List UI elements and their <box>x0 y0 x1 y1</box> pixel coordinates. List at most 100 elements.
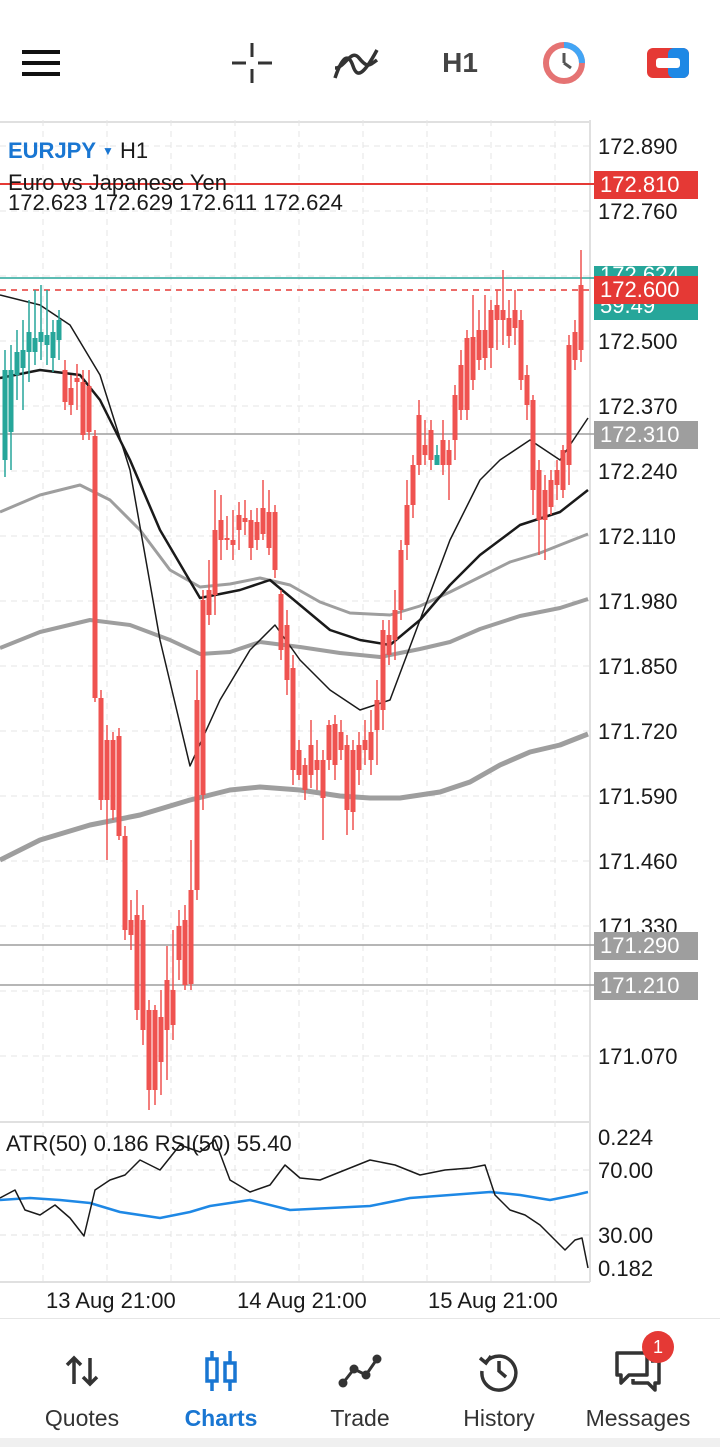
candle-body <box>506 318 512 336</box>
candle-body <box>290 668 296 770</box>
trade-icon <box>338 1347 382 1395</box>
price-tick: 172.890 <box>598 134 678 159</box>
candle-body <box>302 765 308 790</box>
candle-body <box>410 465 416 505</box>
crosshair-icon[interactable] <box>228 40 276 86</box>
candle-body <box>278 594 284 650</box>
candle-body <box>494 305 500 320</box>
candle-body <box>422 445 428 455</box>
candle-body <box>404 505 410 545</box>
nav-quotes-label: Quotes <box>44 1405 120 1431</box>
candle-body <box>500 310 506 320</box>
alert-price-tag: 172.810 <box>594 171 698 199</box>
candle-body <box>194 700 200 890</box>
candle-body <box>206 590 212 615</box>
candle-body <box>38 332 44 342</box>
home-indicator <box>0 1438 720 1447</box>
candle-body <box>542 490 548 520</box>
candle-body <box>338 732 344 750</box>
candle-body <box>92 436 98 698</box>
candle-body <box>560 450 566 490</box>
trading-clock-icon[interactable] <box>540 40 588 86</box>
candle-body <box>254 522 260 540</box>
nav-history-label: History <box>463 1405 535 1431</box>
indicator-tick: 0.182 <box>598 1256 654 1281</box>
candle-body <box>386 635 392 655</box>
time-tick: 14 Aug 21:00 <box>237 1288 367 1313</box>
candle-body <box>434 455 440 465</box>
price-tick: 172.760 <box>598 199 678 224</box>
candle-body <box>20 350 26 368</box>
history-icon <box>478 1347 520 1395</box>
price-tick: 172.110 <box>598 524 676 549</box>
nav-history[interactable]: History <box>427 1319 571 1448</box>
price-chart[interactable] <box>0 120 720 1320</box>
level-tag: 171.290 <box>594 932 698 960</box>
one-click-trading-icon[interactable] <box>644 40 692 86</box>
candle-body <box>128 920 134 935</box>
candle-body <box>44 335 50 345</box>
nav-messages[interactable]: Messages 1 <box>566 1319 710 1448</box>
candle-body <box>8 370 14 432</box>
candle-body <box>554 470 560 485</box>
candle-body <box>314 760 320 770</box>
candle-body <box>212 530 218 595</box>
notification-badge: 1 <box>642 1331 674 1363</box>
candle-body <box>176 926 182 960</box>
candle-body <box>26 332 32 352</box>
time-tick: 13 Aug 21:00 <box>46 1288 176 1313</box>
candle-body <box>536 470 542 520</box>
candle-body <box>356 745 362 770</box>
price-tick: 171.590 <box>598 784 678 809</box>
candle-body <box>326 725 332 760</box>
candle-body <box>548 480 554 507</box>
nav-trade[interactable]: Trade <box>288 1319 432 1448</box>
candle-body <box>458 365 464 410</box>
timeframe-button[interactable]: H1 <box>436 40 484 86</box>
symbol-selector[interactable]: EURJPY ▼ H1 <box>8 138 148 164</box>
nav-messages-label: Messages <box>585 1405 691 1431</box>
atr-line <box>0 1190 589 1220</box>
candle-body <box>368 732 374 760</box>
bottom-navigation: Quotes Charts Trade History Messages 1 <box>0 1318 720 1448</box>
candle-body <box>284 625 290 680</box>
symbol-description: Euro vs Japanese Yen <box>8 170 227 195</box>
candle-body <box>428 430 434 460</box>
candle-body <box>14 352 20 375</box>
candle-body <box>146 1010 152 1090</box>
nav-quotes[interactable]: Quotes <box>10 1319 154 1448</box>
menu-icon[interactable] <box>18 40 64 86</box>
candle-body <box>236 515 242 530</box>
price-tick: 172.500 <box>598 329 678 354</box>
chart-area[interactable] <box>0 120 720 1320</box>
candle-body <box>578 285 584 350</box>
candle-body <box>512 310 518 328</box>
candle-body <box>218 520 224 540</box>
candle-body <box>140 920 146 1030</box>
symbol-timeframe: H1 <box>119 138 149 163</box>
candle-body <box>344 745 350 810</box>
candle-body <box>224 538 230 540</box>
price-tick: 171.460 <box>598 849 678 874</box>
candle-body <box>320 760 326 798</box>
candle-body <box>452 395 458 440</box>
candle-body <box>68 388 74 405</box>
candle-body <box>80 382 86 435</box>
moving-average-line <box>0 597 589 659</box>
candle-body <box>350 750 356 812</box>
messages-icon <box>613 1347 663 1395</box>
candle-body <box>296 750 302 775</box>
symbol-name: EURJPY <box>8 138 97 163</box>
candle-body <box>56 320 62 340</box>
candle-body <box>104 740 110 800</box>
candle-body <box>116 736 122 836</box>
price-tick: 171.070 <box>598 1044 678 1069</box>
nav-charts[interactable]: Charts <box>149 1319 293 1448</box>
candle-body <box>572 332 578 360</box>
indicators-icon[interactable] <box>330 40 382 86</box>
candle-body <box>182 920 188 985</box>
candle-body <box>440 440 446 465</box>
rsi-line <box>0 1139 589 1269</box>
moving-average-line <box>0 483 589 617</box>
candle-body <box>230 540 236 545</box>
